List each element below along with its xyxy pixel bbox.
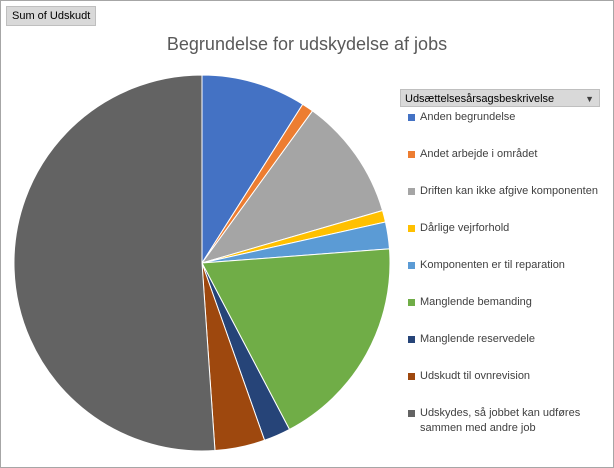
legend-swatch: [408, 114, 415, 121]
legend-swatch: [408, 151, 415, 158]
legend-label: Manglende bemanding: [420, 296, 532, 308]
legend-swatch: [408, 188, 415, 195]
dropdown-arrow-icon[interactable]: ▼: [585, 94, 594, 104]
pie-slice[interactable]: [200, 110, 384, 264]
pie-slice[interactable]: [201, 248, 391, 431]
pie-slice[interactable]: [201, 74, 304, 265]
legend-label: Andet arbejde i området: [420, 148, 538, 160]
legend-swatch: [408, 373, 415, 380]
legend-label: Dårlige vejrforhold: [420, 222, 510, 234]
legend-swatch: [408, 410, 415, 417]
legend-swatch: [408, 336, 415, 343]
legend-label: Driften kan ikke afgive komponenten: [420, 185, 598, 197]
legend-filter-label: Udsættelsesårsagsbeskrivelse: [405, 93, 555, 105]
value-field-button[interactable]: Sum of Udskudt: [6, 6, 97, 26]
legend-swatch: [408, 299, 415, 306]
legend-label: Udskudt til ovnrevision: [420, 370, 531, 382]
legend-swatch: [408, 225, 415, 232]
pie-slice[interactable]: [13, 74, 216, 452]
legend-filter-dropdown[interactable]: Udsættelsesårsagsbeskrivelse ▼: [400, 89, 600, 107]
chart-title: Begrundelse for udskydelse af jobs: [166, 34, 448, 54]
legend-swatch: [408, 262, 415, 269]
legend-label: Udskydes, så jobbet kan udføres sammen m…: [420, 407, 581, 434]
legend-label: Manglende reservedele: [420, 333, 535, 345]
legend-label: Komponenten er til reparation: [420, 259, 565, 271]
legend-label: Anden begrundelse: [420, 111, 516, 123]
